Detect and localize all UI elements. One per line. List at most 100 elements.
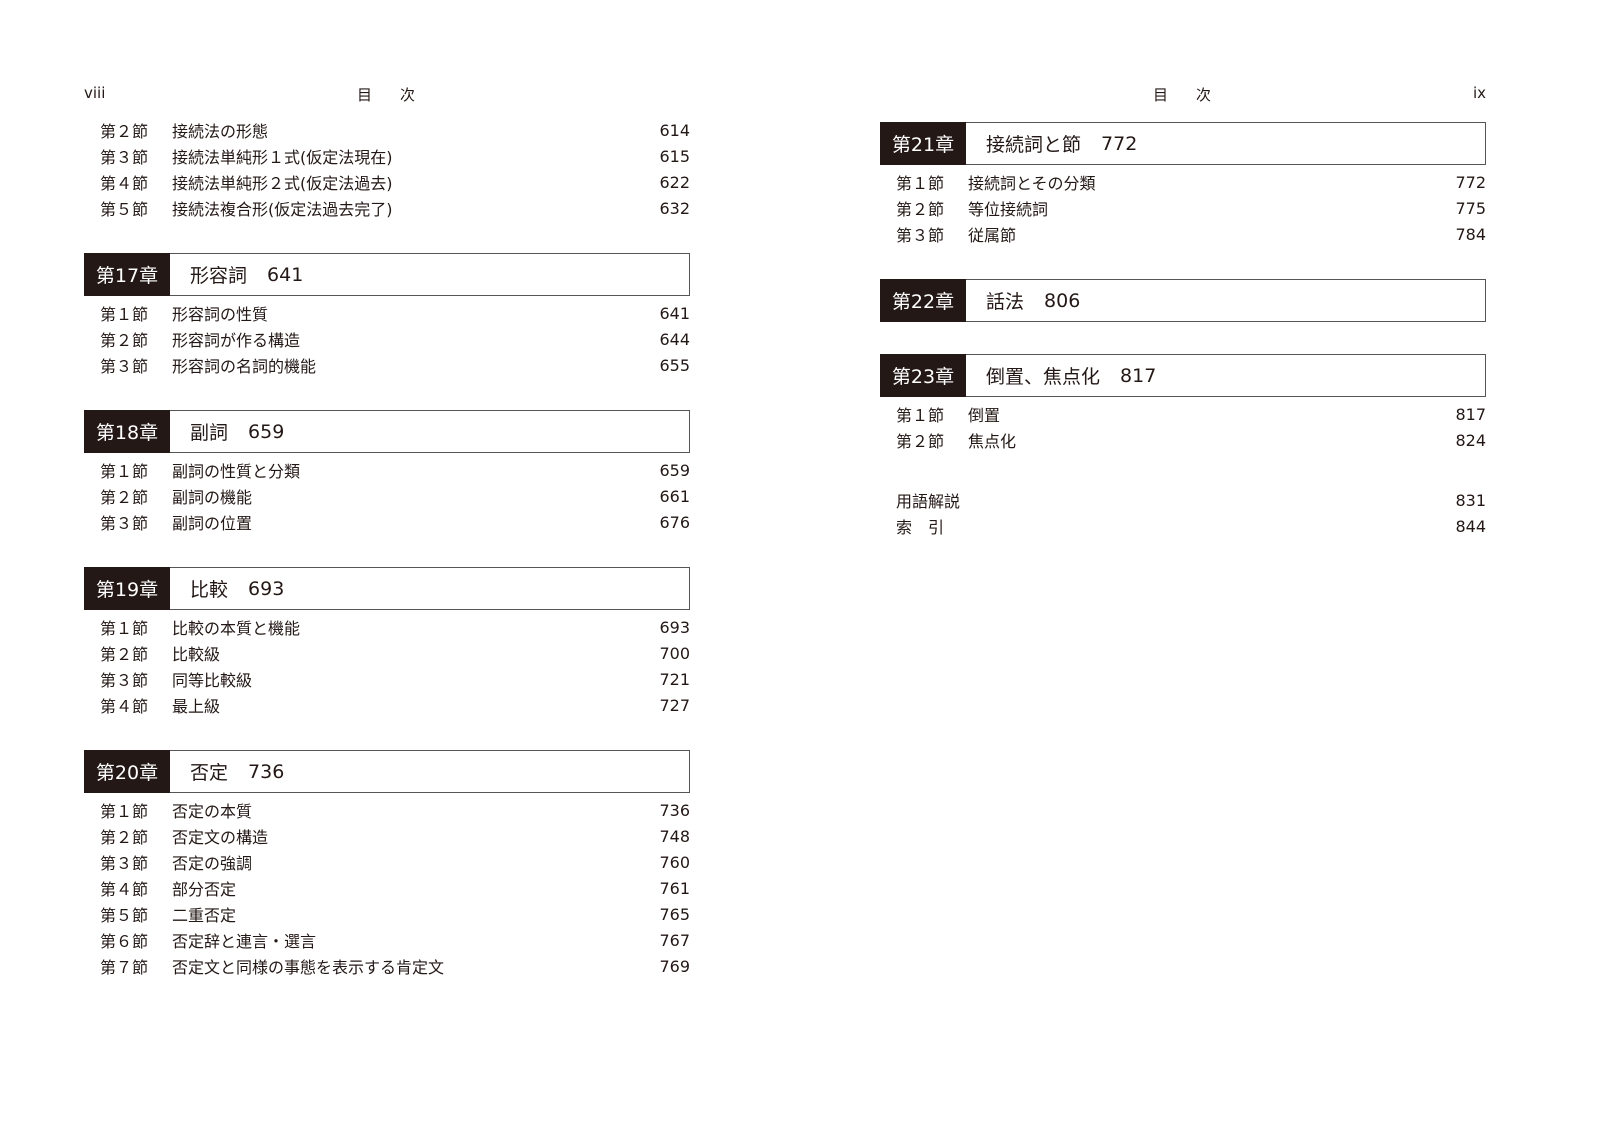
dot-leader: [318, 927, 658, 953]
section-title: 二重否定: [172, 906, 237, 925]
chapter-page: 817: [1120, 364, 1157, 387]
page-number: 761: [659, 878, 690, 898]
dot-leader: [222, 640, 658, 666]
toc-entry: 第３節 従属節 784: [880, 221, 1486, 247]
running-head-char: 目: [1153, 86, 1169, 104]
section-number: 第４節: [100, 174, 149, 193]
chapter-title: 話法: [986, 291, 1025, 313]
section-title: 等位接続詞: [968, 200, 1049, 219]
section-number: 第２節: [100, 331, 149, 350]
toc-entry: 第１節 副詞の性質と分類 659: [84, 457, 690, 483]
toc-entry: 第４節 部分否定 761: [84, 875, 690, 901]
section-number: 第１節: [100, 619, 149, 638]
toc-entry: 第２節 焦点化 824: [880, 427, 1486, 453]
section-title: 形容詞の名詞的機能: [172, 357, 317, 376]
section-title: 否定の強調: [172, 854, 253, 873]
section-number: 第４節: [100, 880, 149, 899]
toc-entry: 第３節 接続法単純形１式(仮定法現在) 615: [84, 143, 690, 169]
dot-leader: [254, 666, 658, 692]
section-title: 接続法単純形１式(仮定法現在): [172, 148, 393, 167]
page-number: 767: [659, 930, 690, 950]
section-number: 第１節: [896, 406, 945, 425]
dot-leader: [270, 117, 658, 143]
section-number: 第５節: [100, 906, 149, 925]
page-number: 769: [659, 956, 690, 976]
running-head-char: 目: [357, 86, 373, 104]
section-title: 接続詞とその分類: [968, 174, 1096, 193]
section-title: 形容詞の性質: [172, 305, 269, 324]
section-title: 焦点化: [968, 432, 1017, 451]
running-head-char: 次: [400, 86, 416, 104]
section-title: 索 引: [896, 518, 945, 537]
toc-entry: 第１節 否定の本質 736: [84, 797, 690, 823]
dot-leader: [1097, 169, 1454, 195]
toc-entry: 索 引 844: [880, 513, 1486, 539]
section-number: 第２節: [100, 645, 149, 664]
section-number: 第１節: [100, 802, 149, 821]
section-number: 第５節: [100, 200, 149, 219]
dot-leader: [302, 326, 658, 352]
section-title: 否定の本質: [172, 802, 253, 821]
toc-body: 第21章 接続詞と節 772 第１節 接続詞とその分類 772 第２節 等位接続詞 775 第３節…: [880, 90, 1486, 539]
dot-leader: [270, 823, 658, 849]
toc-entry: 用語解説 831: [880, 487, 1486, 513]
toc-entry: 第２節 副詞の機能 661: [84, 483, 690, 509]
dot-leader: [302, 614, 658, 640]
toc-body: 第２節 接続法の形態 614 第３節 接続法単純形１式(仮定法現在) 615 第４節 接続法単…: [84, 117, 690, 979]
page-number: 655: [659, 355, 690, 375]
page-number: 765: [659, 904, 690, 924]
chapter-page: 641: [267, 263, 304, 286]
section-title: 接続法単純形２式(仮定法過去): [172, 174, 393, 193]
dot-leader: [238, 901, 658, 927]
page-folio: viii: [84, 84, 106, 102]
chapter-label: 第18章: [84, 410, 170, 453]
dot-leader: [1050, 195, 1454, 221]
chapter-label: 第21章: [880, 122, 966, 165]
dot-leader: [446, 953, 658, 979]
section-title: 副詞の位置: [172, 514, 253, 533]
page-number: 736: [659, 800, 690, 820]
page-number: 622: [659, 172, 690, 192]
chapter-label: 第17章: [84, 253, 170, 296]
toc-entry: 第７節 否定文と同様の事態を表示する肯定文 769: [84, 953, 690, 979]
dot-leader: [394, 169, 658, 195]
dot-leader: [254, 849, 658, 875]
chapter-page: 659: [248, 420, 285, 443]
toc-entry: 第６節 否定辞と連言・選言 767: [84, 927, 690, 953]
page-number: 775: [1455, 198, 1486, 218]
toc-entry: 第４節 最上級 727: [84, 692, 690, 718]
section-number: 第３節: [100, 514, 149, 533]
chapter-label: 第20章: [84, 750, 170, 793]
toc-entry: 第１節 比較の本質と機能 693: [84, 614, 690, 640]
back-matter: 用語解説 831 索 引 844: [880, 487, 1486, 539]
page-number: 760: [659, 852, 690, 872]
chapter-heading: 第23章 倒置、焦点化 817: [880, 354, 1486, 397]
chapter-heading: 第17章 形容詞 641: [84, 253, 690, 296]
chapter-page: 736: [248, 760, 285, 783]
toc-entry: 第５節 接続法複合形(仮定法過去完了) 632: [84, 195, 690, 221]
chapter-page: 772: [1101, 132, 1138, 155]
toc-entry: 第２節 否定文の構造 748: [84, 823, 690, 849]
section-title: 比較の本質と機能: [172, 619, 301, 638]
dot-leader: [1018, 427, 1454, 453]
dot-leader: [302, 457, 658, 483]
page-number: 831: [1455, 490, 1486, 510]
section-title: 形容詞が作る構造: [172, 331, 301, 350]
chapter-heading: 第18章 副詞 659: [84, 410, 690, 453]
page-number: 784: [1455, 224, 1486, 244]
chapter-page: 806: [1044, 289, 1081, 312]
section-title: 否定文と同様の事態を表示する肯定文: [172, 958, 445, 977]
toc-entry: 第２節 形容詞が作る構造 644: [84, 326, 690, 352]
chapter-heading: 第22章 話法 806: [880, 279, 1486, 322]
dot-leader: [254, 483, 658, 509]
toc-entry: 第３節 否定の強調 760: [84, 849, 690, 875]
page-number: 644: [659, 329, 690, 349]
page-number: 844: [1455, 516, 1486, 536]
toc-entry: 第１節 形容詞の性質 641: [84, 300, 690, 326]
chapter-label: 第19章: [84, 567, 170, 610]
section-title: 比較級: [172, 645, 221, 664]
section-title: 倒置: [968, 406, 1001, 425]
section-number: 第１節: [896, 174, 945, 193]
chapter-label: 第23章: [880, 354, 966, 397]
section-title: 副詞の機能: [172, 488, 253, 507]
